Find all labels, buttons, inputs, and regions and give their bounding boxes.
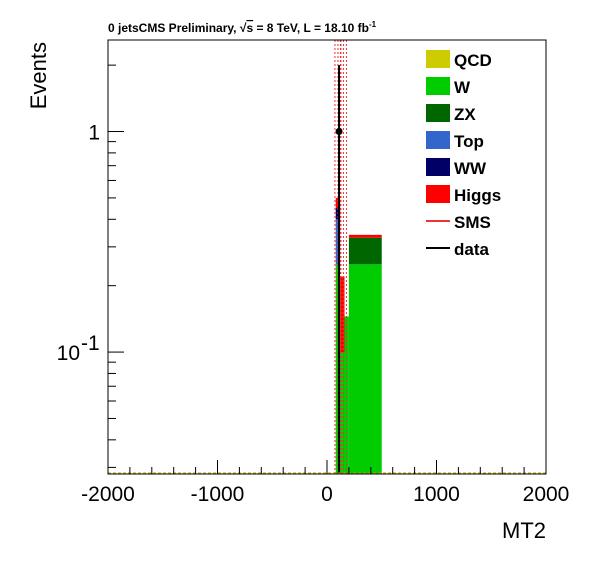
x-tick-label: 2000 — [523, 483, 570, 506]
data-point-0 — [335, 128, 343, 136]
bar-zx-bin-3 — [348, 237, 382, 265]
data-points — [335, 65, 343, 474]
chart-title: 0 jetsCMS Preliminary, √s = 8 TeV, L = 1… — [108, 20, 377, 35]
legend-label-qcd: QCD — [454, 51, 492, 70]
legend-swatch-higgs — [426, 185, 450, 203]
title-s: s — [246, 21, 253, 35]
bar-higgs-bin-1 — [340, 276, 345, 353]
title-exponent: -1 — [369, 20, 377, 29]
x-axis: -2000 -1000 0 1000 2000 — [81, 460, 569, 506]
x-tick-label: -2000 — [81, 483, 135, 506]
y-tick-label: 10 — [57, 342, 80, 365]
y-tick-exponent: -1 — [81, 332, 100, 355]
y-axis: 1 10 -1 — [57, 64, 124, 468]
y-tick-label: 1 — [88, 122, 100, 145]
x-tick-label: 1000 — [413, 483, 460, 506]
legend-label-w: W — [454, 78, 471, 97]
bar-higgs-bin-3 — [348, 234, 382, 238]
y-axis-title: Events — [26, 42, 51, 109]
legend-label-data: data — [454, 240, 490, 259]
bar-w-bin-2 — [344, 316, 349, 474]
x-tick-label: 0 — [321, 483, 333, 506]
legend: QCD W ZX Top WW Higgs SMS data — [426, 50, 501, 259]
legend-swatch-top — [426, 131, 450, 149]
sms-lines — [334, 40, 347, 474]
legend-label-sms: SMS — [454, 213, 491, 232]
title-energy: = 8 TeV, L = 18.10 fb — [253, 21, 369, 35]
legend-label-higgs: Higgs — [454, 186, 501, 205]
x-tick-label: -1000 — [191, 483, 245, 506]
legend-label-zx: ZX — [454, 105, 476, 124]
stacked-bars — [335, 197, 382, 474]
svg-text:0 jetsCMS Preliminary, √s = 8: 0 jetsCMS Preliminary, √s = 8 TeV, L = 1… — [108, 20, 377, 35]
bar-higgs-bin-0 — [335, 197, 341, 209]
legend-label-top: Top — [454, 132, 484, 151]
x-axis-title: MT2 — [502, 518, 546, 543]
bar-w-bin-1 — [340, 352, 345, 474]
legend-swatch-w — [426, 77, 450, 95]
legend-swatch-zx — [426, 104, 450, 122]
title-sqrt: √ — [240, 21, 247, 35]
legend-swatch-ww — [426, 158, 450, 176]
legend-swatch-qcd — [426, 50, 450, 68]
bar-w-bin-3 — [348, 264, 382, 474]
title-prefix: 0 jetsCMS Preliminary, — [108, 21, 240, 35]
legend-label-ww: WW — [454, 159, 487, 178]
